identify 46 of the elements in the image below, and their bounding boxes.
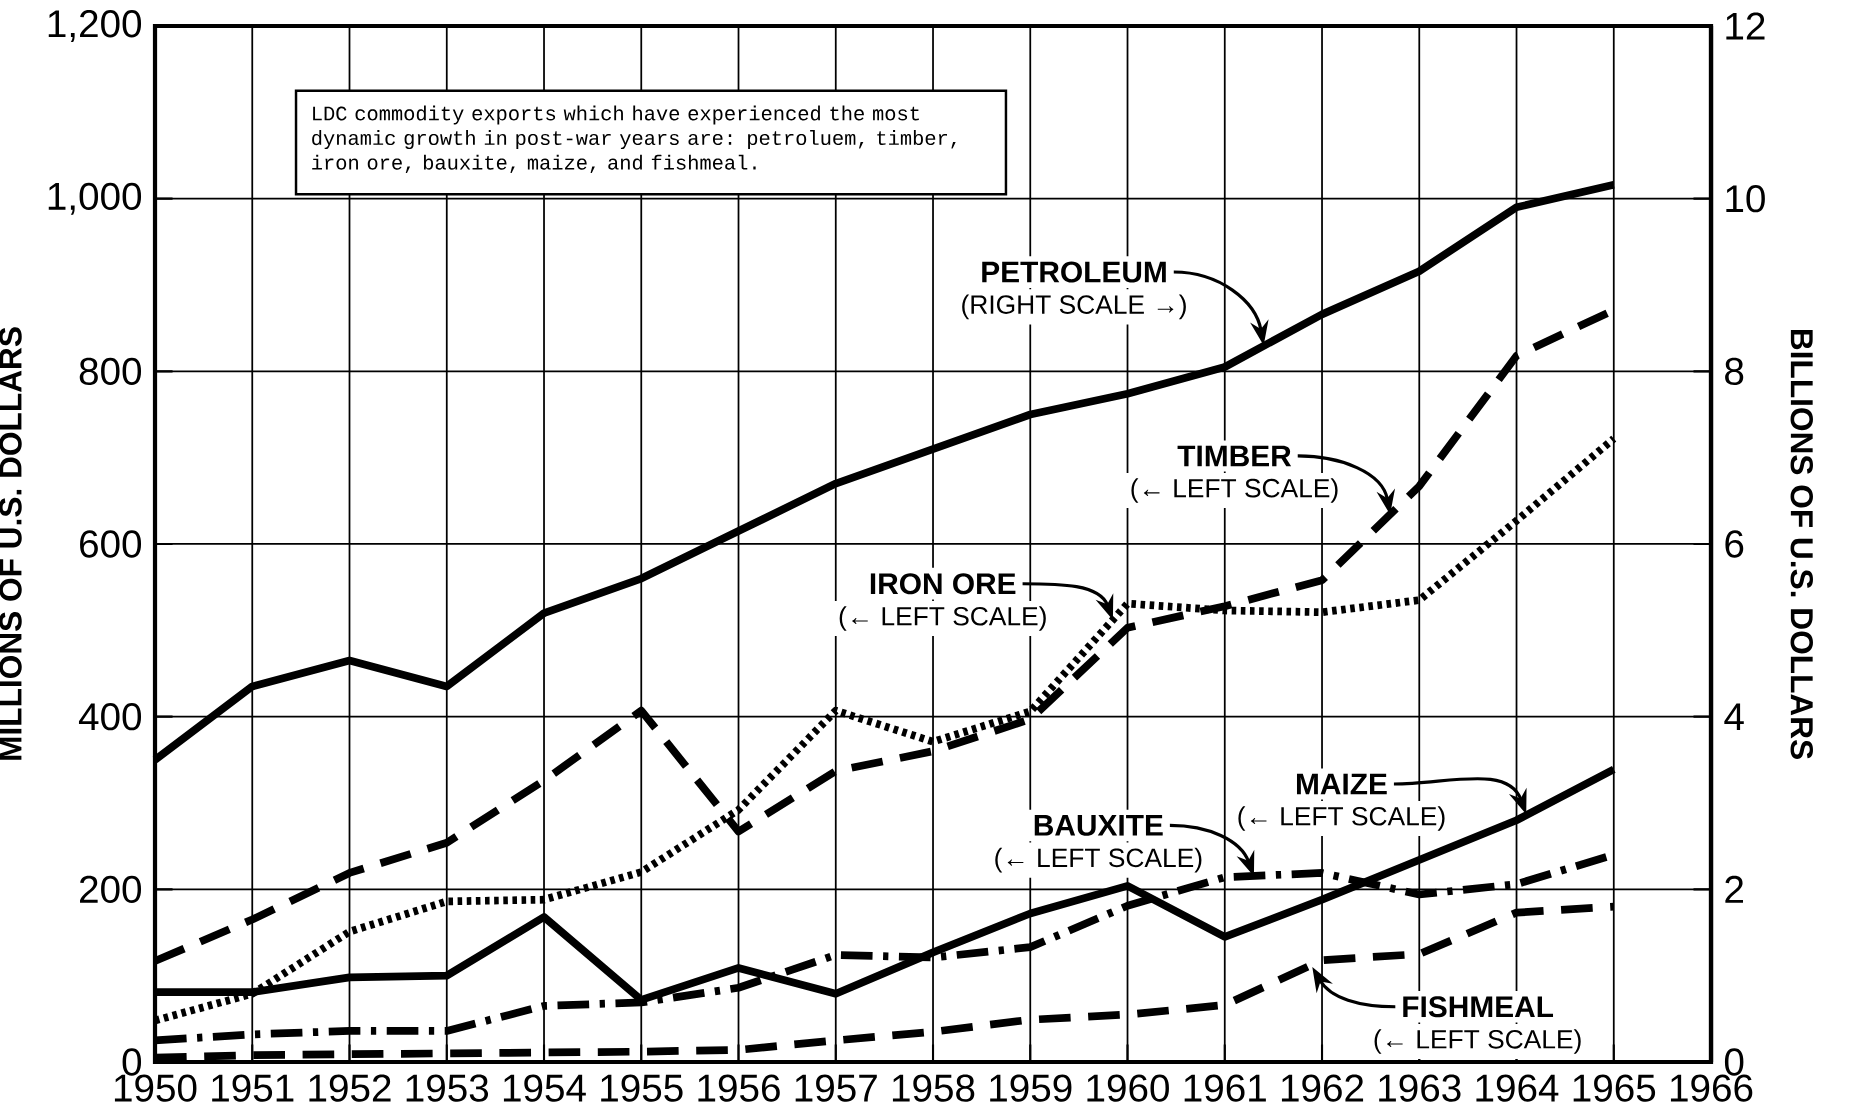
y2-axis-title: BILLIONS OF U.S. DOLLARS <box>1790 329 1813 759</box>
x-tick-label: 1958 <box>892 1074 975 1102</box>
x-tick-label: 1964 <box>1476 1074 1559 1102</box>
y2-tick-label: 12 <box>1726 12 1765 40</box>
annotation: (← LEFT SCALE) <box>995 847 1202 873</box>
y2-tick-label: 10 <box>1726 185 1765 213</box>
y2-tick-label: 6 <box>1725 530 1744 558</box>
annotation: BAUXITE <box>1034 815 1163 836</box>
y-tick-label: 1,200 <box>48 10 142 42</box>
y-tick-label: 200 <box>80 875 142 904</box>
x-tick-label: 1965 <box>1573 1074 1656 1102</box>
annotation: (← LEFT SCALE) <box>1238 806 1445 831</box>
annotation: FISHMEAL <box>1403 996 1554 1018</box>
y-tick-label: 1,000 <box>48 182 142 215</box>
annotation: TIMBER <box>1177 445 1292 467</box>
x-tick-label: 1957 <box>795 1074 877 1102</box>
x-tick-label: 1950 <box>114 1074 197 1102</box>
y2-tick-label: 2 <box>1725 875 1744 903</box>
annotation: (← LEFT SCALE) <box>839 606 1046 631</box>
x-tick-label: 1963 <box>1379 1074 1461 1102</box>
annotation: LDC commodity exports which have experienced the most dynamic growth in post-war years are: petroluem, timber, iron ore, bauxite, maize, and fishmeal. <box>312 105 956 174</box>
y-tick-label: 400 <box>78 703 142 731</box>
annotation: (RIGHT SCALE →) <box>962 294 1186 320</box>
y2-tick-label: 4 <box>1724 703 1744 730</box>
annotation: (← LEFT SCALE) <box>1374 1029 1581 1054</box>
annotation: (← LEFT SCALE) <box>1131 478 1338 503</box>
x-tick-label: 1960 <box>1087 1074 1169 1102</box>
y-axis-title: MILLIONS OF U.S. DOLLARS <box>0 327 22 760</box>
x-tick-label: 1952 <box>309 1074 391 1102</box>
y2-tick-label: 0 <box>1724 1048 1744 1076</box>
y-tick-label: 800 <box>79 357 142 386</box>
y-tick-label: 600 <box>80 530 142 558</box>
x-tick-label: 1956 <box>698 1074 780 1102</box>
y2-tick-label: 8 <box>1725 357 1744 386</box>
x-tick-label: 1954 <box>503 1074 586 1102</box>
x-tick-label: 1966 <box>1670 1074 1753 1102</box>
annotation: PETROLEUM <box>982 261 1166 283</box>
x-tick-label: 1959 <box>990 1074 1072 1102</box>
x-tick-label: 1962 <box>1281 1074 1364 1102</box>
x-tick-label: 1951 <box>212 1074 294 1102</box>
annotation: IRON ORE <box>870 573 1016 595</box>
x-tick-label: 1955 <box>601 1074 683 1102</box>
y-tick-label: 0 <box>122 1048 142 1076</box>
x-tick-label: 1961 <box>1184 1074 1266 1102</box>
x-tick-label: 1953 <box>406 1074 489 1102</box>
annotation: MAIZE <box>1296 773 1387 795</box>
